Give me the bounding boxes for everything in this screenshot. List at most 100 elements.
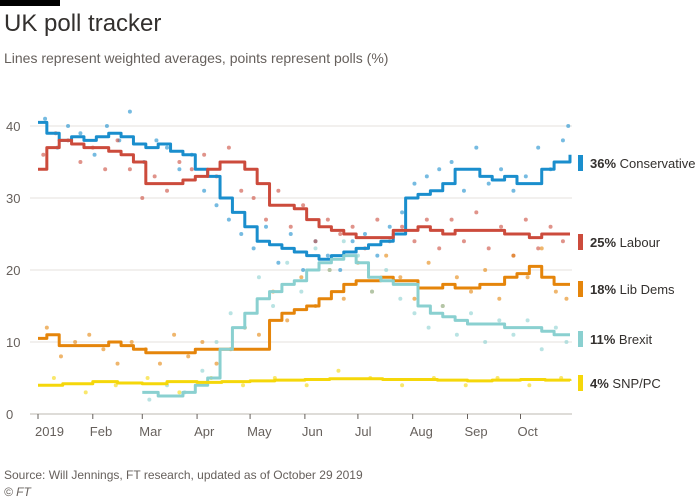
poll-point bbox=[454, 332, 459, 337]
poll-point bbox=[424, 174, 429, 179]
poll-point bbox=[172, 332, 177, 337]
poll-point bbox=[499, 167, 504, 172]
poll-point bbox=[539, 246, 544, 251]
poll-point bbox=[264, 217, 268, 222]
source-note: Source: Will Jennings, FT research, upda… bbox=[4, 468, 363, 482]
y-tick-label: 10 bbox=[6, 335, 20, 350]
poll-point bbox=[560, 138, 565, 143]
x-tick-label: Apr bbox=[194, 424, 215, 439]
poll-point bbox=[129, 340, 134, 344]
series-end-label-name: Labour bbox=[616, 235, 661, 250]
poll-point bbox=[214, 203, 219, 208]
poll-point bbox=[127, 167, 132, 172]
series-end-label: 4% SNP/PC bbox=[590, 376, 661, 391]
poll-point bbox=[241, 383, 246, 388]
poll-point bbox=[387, 224, 392, 229]
poll-point bbox=[375, 217, 380, 222]
chart-title: UK poll tracker bbox=[4, 10, 162, 37]
poll-point bbox=[202, 188, 207, 193]
poll-point bbox=[177, 160, 182, 164]
poll-point bbox=[553, 325, 558, 330]
poll-point bbox=[299, 275, 304, 280]
poll-point bbox=[461, 188, 466, 193]
poll-point bbox=[536, 145, 541, 150]
poll-point bbox=[145, 376, 150, 380]
poll-point bbox=[214, 340, 219, 344]
series-label-marker bbox=[578, 331, 583, 347]
series-label-marker bbox=[578, 234, 583, 250]
poll-point bbox=[566, 124, 571, 128]
poll-point bbox=[78, 131, 83, 136]
poll-point bbox=[437, 246, 442, 251]
poll-point bbox=[400, 383, 405, 388]
series-end-label-name: SNP/PC bbox=[609, 376, 661, 391]
series-line bbox=[38, 120, 572, 261]
poll-point bbox=[251, 246, 256, 251]
poll-point bbox=[564, 340, 569, 344]
poll-point bbox=[177, 167, 182, 172]
poll-point bbox=[327, 268, 332, 272]
poll-point bbox=[536, 246, 541, 251]
poll-point bbox=[523, 217, 528, 222]
poll-point bbox=[83, 390, 88, 395]
poll-point bbox=[189, 167, 194, 172]
poll-point bbox=[104, 124, 109, 128]
poll-point bbox=[527, 383, 532, 388]
poll-point bbox=[51, 376, 56, 380]
series-end-label-value: 4% bbox=[590, 376, 609, 391]
poll-point bbox=[412, 296, 417, 301]
poll-point bbox=[341, 239, 346, 244]
poll-point bbox=[398, 275, 403, 280]
x-tick-label: Sep bbox=[464, 424, 487, 439]
poll-point bbox=[78, 160, 83, 164]
series-end-label-name: Brexit bbox=[615, 332, 652, 347]
series-label-marker bbox=[578, 155, 583, 171]
poll-point bbox=[474, 210, 479, 215]
poll-point bbox=[497, 318, 502, 323]
poll-point bbox=[140, 196, 145, 200]
poll-point bbox=[288, 232, 293, 236]
poll-point bbox=[214, 361, 219, 366]
poll-point bbox=[511, 188, 516, 193]
poll-point bbox=[92, 152, 97, 157]
poll-point bbox=[338, 268, 343, 272]
poll-point bbox=[285, 260, 290, 265]
poll-point bbox=[474, 145, 479, 150]
poll-point bbox=[525, 318, 530, 323]
poll-point bbox=[400, 210, 405, 215]
series-line bbox=[142, 254, 570, 398]
poll-point bbox=[426, 325, 431, 330]
poll-point bbox=[483, 340, 488, 344]
poll-point bbox=[157, 361, 162, 366]
poll-point bbox=[177, 390, 182, 395]
poll-point bbox=[370, 289, 375, 294]
poll-point bbox=[313, 246, 318, 251]
series-end-label: 11% Brexit bbox=[590, 332, 653, 347]
poll-point bbox=[285, 318, 290, 323]
poll-point bbox=[560, 239, 565, 244]
poll-point bbox=[384, 253, 389, 258]
poll-point bbox=[336, 368, 341, 373]
copyright-credit: © FT bbox=[4, 485, 31, 499]
series-end-label-value: 25% bbox=[590, 235, 616, 250]
poll-point bbox=[200, 368, 205, 373]
poll-point bbox=[115, 138, 120, 143]
poll-point bbox=[256, 275, 261, 280]
poll-point bbox=[299, 289, 304, 294]
poll-point bbox=[44, 325, 49, 330]
poll-point bbox=[499, 224, 504, 229]
poll-point bbox=[511, 253, 516, 258]
poll-point bbox=[511, 332, 516, 337]
y-tick-label: 30 bbox=[6, 191, 20, 206]
poll-point bbox=[384, 268, 389, 272]
poll-point bbox=[301, 203, 306, 208]
series-end-label: 36% Conservative bbox=[590, 156, 696, 171]
poll-point bbox=[412, 239, 417, 244]
y-tick-label: 20 bbox=[6, 263, 20, 278]
x-tick-label: Mar bbox=[139, 424, 162, 439]
poll-point bbox=[469, 311, 474, 316]
poll-point bbox=[58, 354, 63, 359]
x-tick-label: Feb bbox=[90, 424, 112, 439]
series-end-label-name: Conservative bbox=[616, 156, 695, 171]
poll-point bbox=[440, 304, 445, 308]
